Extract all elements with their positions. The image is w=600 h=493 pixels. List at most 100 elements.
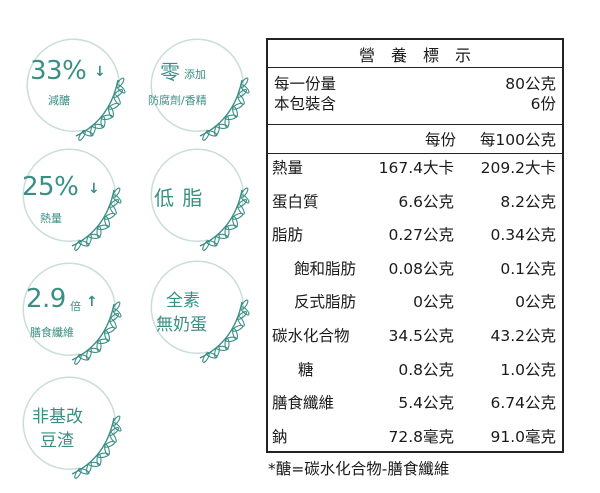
per-serving-value: 0.27公克 (388, 226, 454, 245)
laurel-wreath-icon (22, 148, 122, 251)
leaf-icon (237, 311, 248, 320)
wreath-stem (199, 301, 243, 359)
wreath-stem (75, 79, 119, 137)
up-arrow-icon: ↑ (86, 294, 98, 310)
badge-label: 熱量 (40, 212, 62, 225)
nutrition-facts-table: 營 養 標 示 每一份量 80公克 本包裝含 6份 每份 每100公克 熱量 16… (266, 38, 564, 453)
per-100g-value: 91.0毫克 (490, 427, 556, 446)
down-arrow-icon: ↓ (94, 64, 106, 80)
laurel-wreath-icon (150, 38, 250, 141)
leaf-icon (112, 301, 121, 312)
nutrient-name: 碳水化合物 (272, 327, 350, 345)
nutrient-name: 反式脂肪 (294, 293, 357, 312)
per-100g-value: 0.1公克 (500, 259, 556, 278)
laurel-wreath-icon (26, 38, 126, 141)
laurel-wreath-icon (150, 260, 250, 363)
badge-reduced-calories: 25% ↓ 熱量 (10, 146, 128, 251)
per-serving-value: 6.6公克 (398, 192, 454, 211)
leaf-icon (112, 415, 121, 426)
footnote: *醣=碳水化合物-膳食纖維 (268, 460, 450, 478)
leaf-icon (240, 299, 249, 310)
col-per-100g: 每100公克 (479, 131, 556, 149)
wreath-stem (199, 79, 243, 137)
leaf-icon (112, 187, 121, 198)
serving-value: 80公克 (505, 75, 556, 93)
nutrient-name: 糖 (298, 360, 314, 379)
wreath-ring (150, 260, 245, 355)
per-serving-value: 34.5公克 (388, 327, 454, 345)
per-serving-value: 5.4公克 (398, 394, 454, 413)
divider (268, 153, 562, 154)
leaf-icon (113, 89, 124, 98)
leaf-icon (237, 199, 248, 208)
leaf-icon (240, 187, 249, 198)
per-serving-value: 72.8毫克 (388, 427, 454, 446)
badge-non-gmo: 非基改 豆渣 (10, 374, 128, 479)
laurel-wreath-icon (150, 148, 250, 251)
divider (268, 67, 562, 68)
per-100g-value: 0.34公克 (490, 226, 556, 245)
serving-label: 每一份量 (274, 75, 337, 93)
badge-label: 減醣 (48, 94, 70, 107)
wreath-ring (22, 262, 117, 357)
per-serving-value: 0公克 (413, 293, 454, 312)
table-title: 營 養 標 示 (358, 46, 471, 65)
pack-label: 本包裝含 (274, 95, 337, 113)
leaf-icon (224, 224, 237, 231)
badge-low-fat: 低 脂 (138, 146, 256, 251)
down-arrow-icon: ↓ (88, 181, 100, 197)
leaf-icon (100, 114, 113, 121)
badge-value: 2.9 (26, 284, 66, 314)
laurel-wreath-icon (22, 376, 122, 479)
wreath-ring (22, 148, 117, 243)
leaf-icon (237, 89, 248, 98)
nutrient-name: 飽和脂肪 (294, 259, 357, 278)
nutrient-name: 脂肪 (272, 226, 304, 245)
badge-label: 防腐劑/香精 (148, 94, 207, 107)
wreath-ring (150, 38, 245, 133)
badge-value: 33% (30, 56, 87, 86)
badge-label: 豆渣 (40, 431, 74, 451)
wreath-ring (26, 38, 121, 133)
per-100g-value: 8.2公克 (500, 192, 556, 211)
wreath-stem (71, 417, 115, 475)
leaf-icon (96, 452, 109, 459)
badge-label: 膳食纖維 (30, 326, 74, 339)
pack-value: 6份 (530, 95, 556, 113)
badge-value: 25% (22, 172, 79, 202)
per-serving-value: 167.4大卡 (378, 159, 454, 177)
divider (268, 124, 562, 125)
badge-value: 低 脂 (154, 186, 204, 210)
badge-vegan: 全素 無奶蛋 (138, 258, 256, 363)
badge-value: 全素 (166, 291, 200, 311)
col-per-serving: 每份 (424, 131, 456, 149)
leaf-icon (96, 224, 109, 231)
badge-fiber: 2.9 倍 ↑ 膳食纖維 (10, 260, 128, 365)
badge-reduced-sugar: 33% ↓ 減醣 (14, 36, 132, 141)
per-100g-value: 1.0公克 (500, 360, 556, 379)
wreath-stem (199, 189, 243, 247)
wreath-ring (150, 148, 245, 243)
badge-value: 零 (160, 60, 181, 84)
leaf-icon (116, 77, 125, 88)
badge-value: 非基改 (32, 407, 83, 427)
per-serving-value: 0.08公克 (388, 259, 454, 278)
leaf-icon (109, 427, 120, 436)
laurel-wreath-icon (22, 262, 122, 365)
wreath-stem (71, 303, 115, 361)
nutrient-name: 蛋白質 (272, 192, 319, 211)
badge-sub: 添加 (184, 68, 206, 81)
leaf-icon (224, 114, 237, 121)
per-100g-value: 43.2公克 (490, 327, 556, 345)
wreath-stem (71, 189, 115, 247)
leaf-icon (224, 336, 237, 343)
wreath-ring (22, 376, 117, 471)
per-100g-value: 6.74公克 (490, 394, 556, 413)
leaf-icon (109, 313, 120, 322)
badge-label: 無奶蛋 (156, 315, 207, 335)
nutrient-name: 膳食纖維 (272, 394, 335, 413)
leaf-icon (96, 338, 109, 345)
per-serving-value: 0.8公克 (398, 360, 454, 379)
nutrient-name: 鈉 (272, 427, 288, 446)
leaf-icon (109, 199, 120, 208)
